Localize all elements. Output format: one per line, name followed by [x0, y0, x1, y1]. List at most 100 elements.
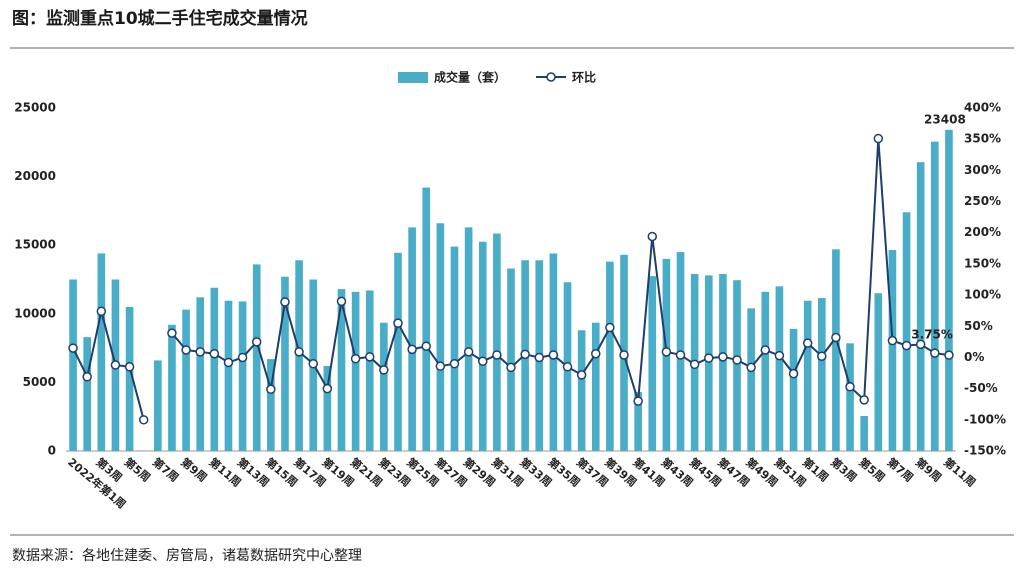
bar — [182, 309, 190, 451]
line-marker — [760, 345, 771, 355]
line-marker — [294, 347, 304, 357]
bar — [69, 279, 77, 451]
line-marker — [591, 348, 601, 359]
y2-tick-label: 50% — [964, 319, 993, 333]
y2-tick-label: -100% — [964, 412, 1006, 426]
line-marker — [280, 297, 290, 307]
bar — [337, 289, 346, 451]
source-note: 数据来源：各地住建委、房管局，诸葛数据研究中心整理 — [12, 548, 362, 564]
y2-tick-label: 0% — [964, 350, 984, 364]
y2-tick-label: 200% — [964, 225, 1001, 239]
y-tick-label: 25000 — [14, 101, 56, 115]
line-marker — [576, 370, 587, 380]
bar — [634, 392, 642, 451]
line-marker — [68, 343, 78, 353]
line-marker — [718, 352, 728, 362]
bar — [168, 324, 176, 451]
x-tick-label: 第7周 — [885, 455, 917, 485]
bar — [210, 287, 219, 451]
bar — [803, 300, 812, 451]
line-marker — [944, 350, 954, 360]
bar — [846, 343, 854, 451]
bar — [97, 253, 106, 451]
line-marker — [901, 340, 912, 351]
line-marker — [788, 368, 799, 379]
line-marker — [831, 332, 841, 343]
y-tick-label: 15000 — [14, 238, 56, 252]
bar — [817, 298, 826, 451]
chart-title: 图：监测重点10城二手住宅成交量情况 — [12, 8, 308, 29]
x-tick-label: 第5周 — [856, 455, 888, 485]
bar — [422, 187, 431, 452]
line-marker — [124, 362, 135, 372]
line-marker — [223, 357, 234, 368]
line-marker — [915, 339, 926, 350]
legend-label: 环比 — [572, 70, 596, 85]
line-marker — [477, 356, 488, 366]
bar — [450, 246, 459, 451]
data-label: 23408 — [924, 112, 966, 126]
line-marker — [887, 335, 898, 346]
x-tick-label: 第9周 — [178, 455, 210, 485]
bar — [606, 261, 614, 451]
x-tick-label: 第5周 — [122, 455, 154, 485]
line-marker — [817, 351, 827, 361]
x-tick-label: 第7周 — [150, 455, 182, 485]
line-marker — [619, 350, 629, 360]
line-marker — [322, 383, 333, 394]
bar — [761, 291, 770, 451]
bar — [267, 359, 275, 451]
bar — [224, 300, 233, 451]
line-marker — [661, 347, 672, 357]
line-marker — [548, 350, 559, 360]
line-marker — [209, 348, 220, 359]
bar — [832, 249, 840, 451]
line-marker — [845, 382, 855, 392]
y2-tick-label: 150% — [964, 256, 1001, 270]
legend-label: 成交量（套） — [434, 70, 506, 85]
bar — [916, 162, 925, 451]
line-marker — [336, 296, 347, 307]
bar — [930, 141, 939, 451]
line-marker — [435, 361, 446, 371]
bar — [323, 365, 332, 451]
line-marker — [251, 337, 262, 347]
y2-tick-label: 100% — [964, 288, 1001, 302]
bar — [464, 227, 473, 451]
bar — [860, 416, 868, 451]
bar — [351, 291, 360, 451]
line-marker — [492, 350, 502, 360]
line-marker — [732, 355, 742, 365]
bar — [394, 252, 402, 451]
x-tick-label: 第11周 — [941, 455, 979, 490]
bar — [775, 286, 784, 451]
bar — [478, 241, 487, 451]
line-marker — [746, 362, 756, 373]
bar — [733, 280, 741, 451]
bar — [380, 322, 388, 451]
bar — [577, 330, 586, 451]
y2-tick-label: -50% — [964, 381, 998, 395]
bar — [747, 308, 755, 451]
y2-tick-label: -150% — [964, 444, 1006, 458]
line-marker — [110, 360, 121, 370]
line-marker — [520, 349, 530, 360]
y2-tick-label: 400% — [964, 101, 1001, 115]
line-marker — [449, 358, 460, 369]
line-marker — [266, 384, 276, 395]
bar — [408, 227, 416, 451]
line-marker — [195, 347, 205, 357]
line-marker — [308, 358, 318, 369]
bar — [902, 212, 911, 451]
legend-swatch — [546, 72, 556, 82]
line-marker — [350, 353, 361, 364]
line-marker — [138, 415, 149, 425]
y2-tick-label: 250% — [964, 194, 1001, 208]
bar — [493, 233, 501, 451]
y-tick-label: 0 — [48, 444, 56, 458]
line-marker — [167, 328, 177, 338]
line-marker — [506, 362, 516, 373]
line-marker — [534, 352, 545, 363]
line-marker — [647, 231, 658, 242]
